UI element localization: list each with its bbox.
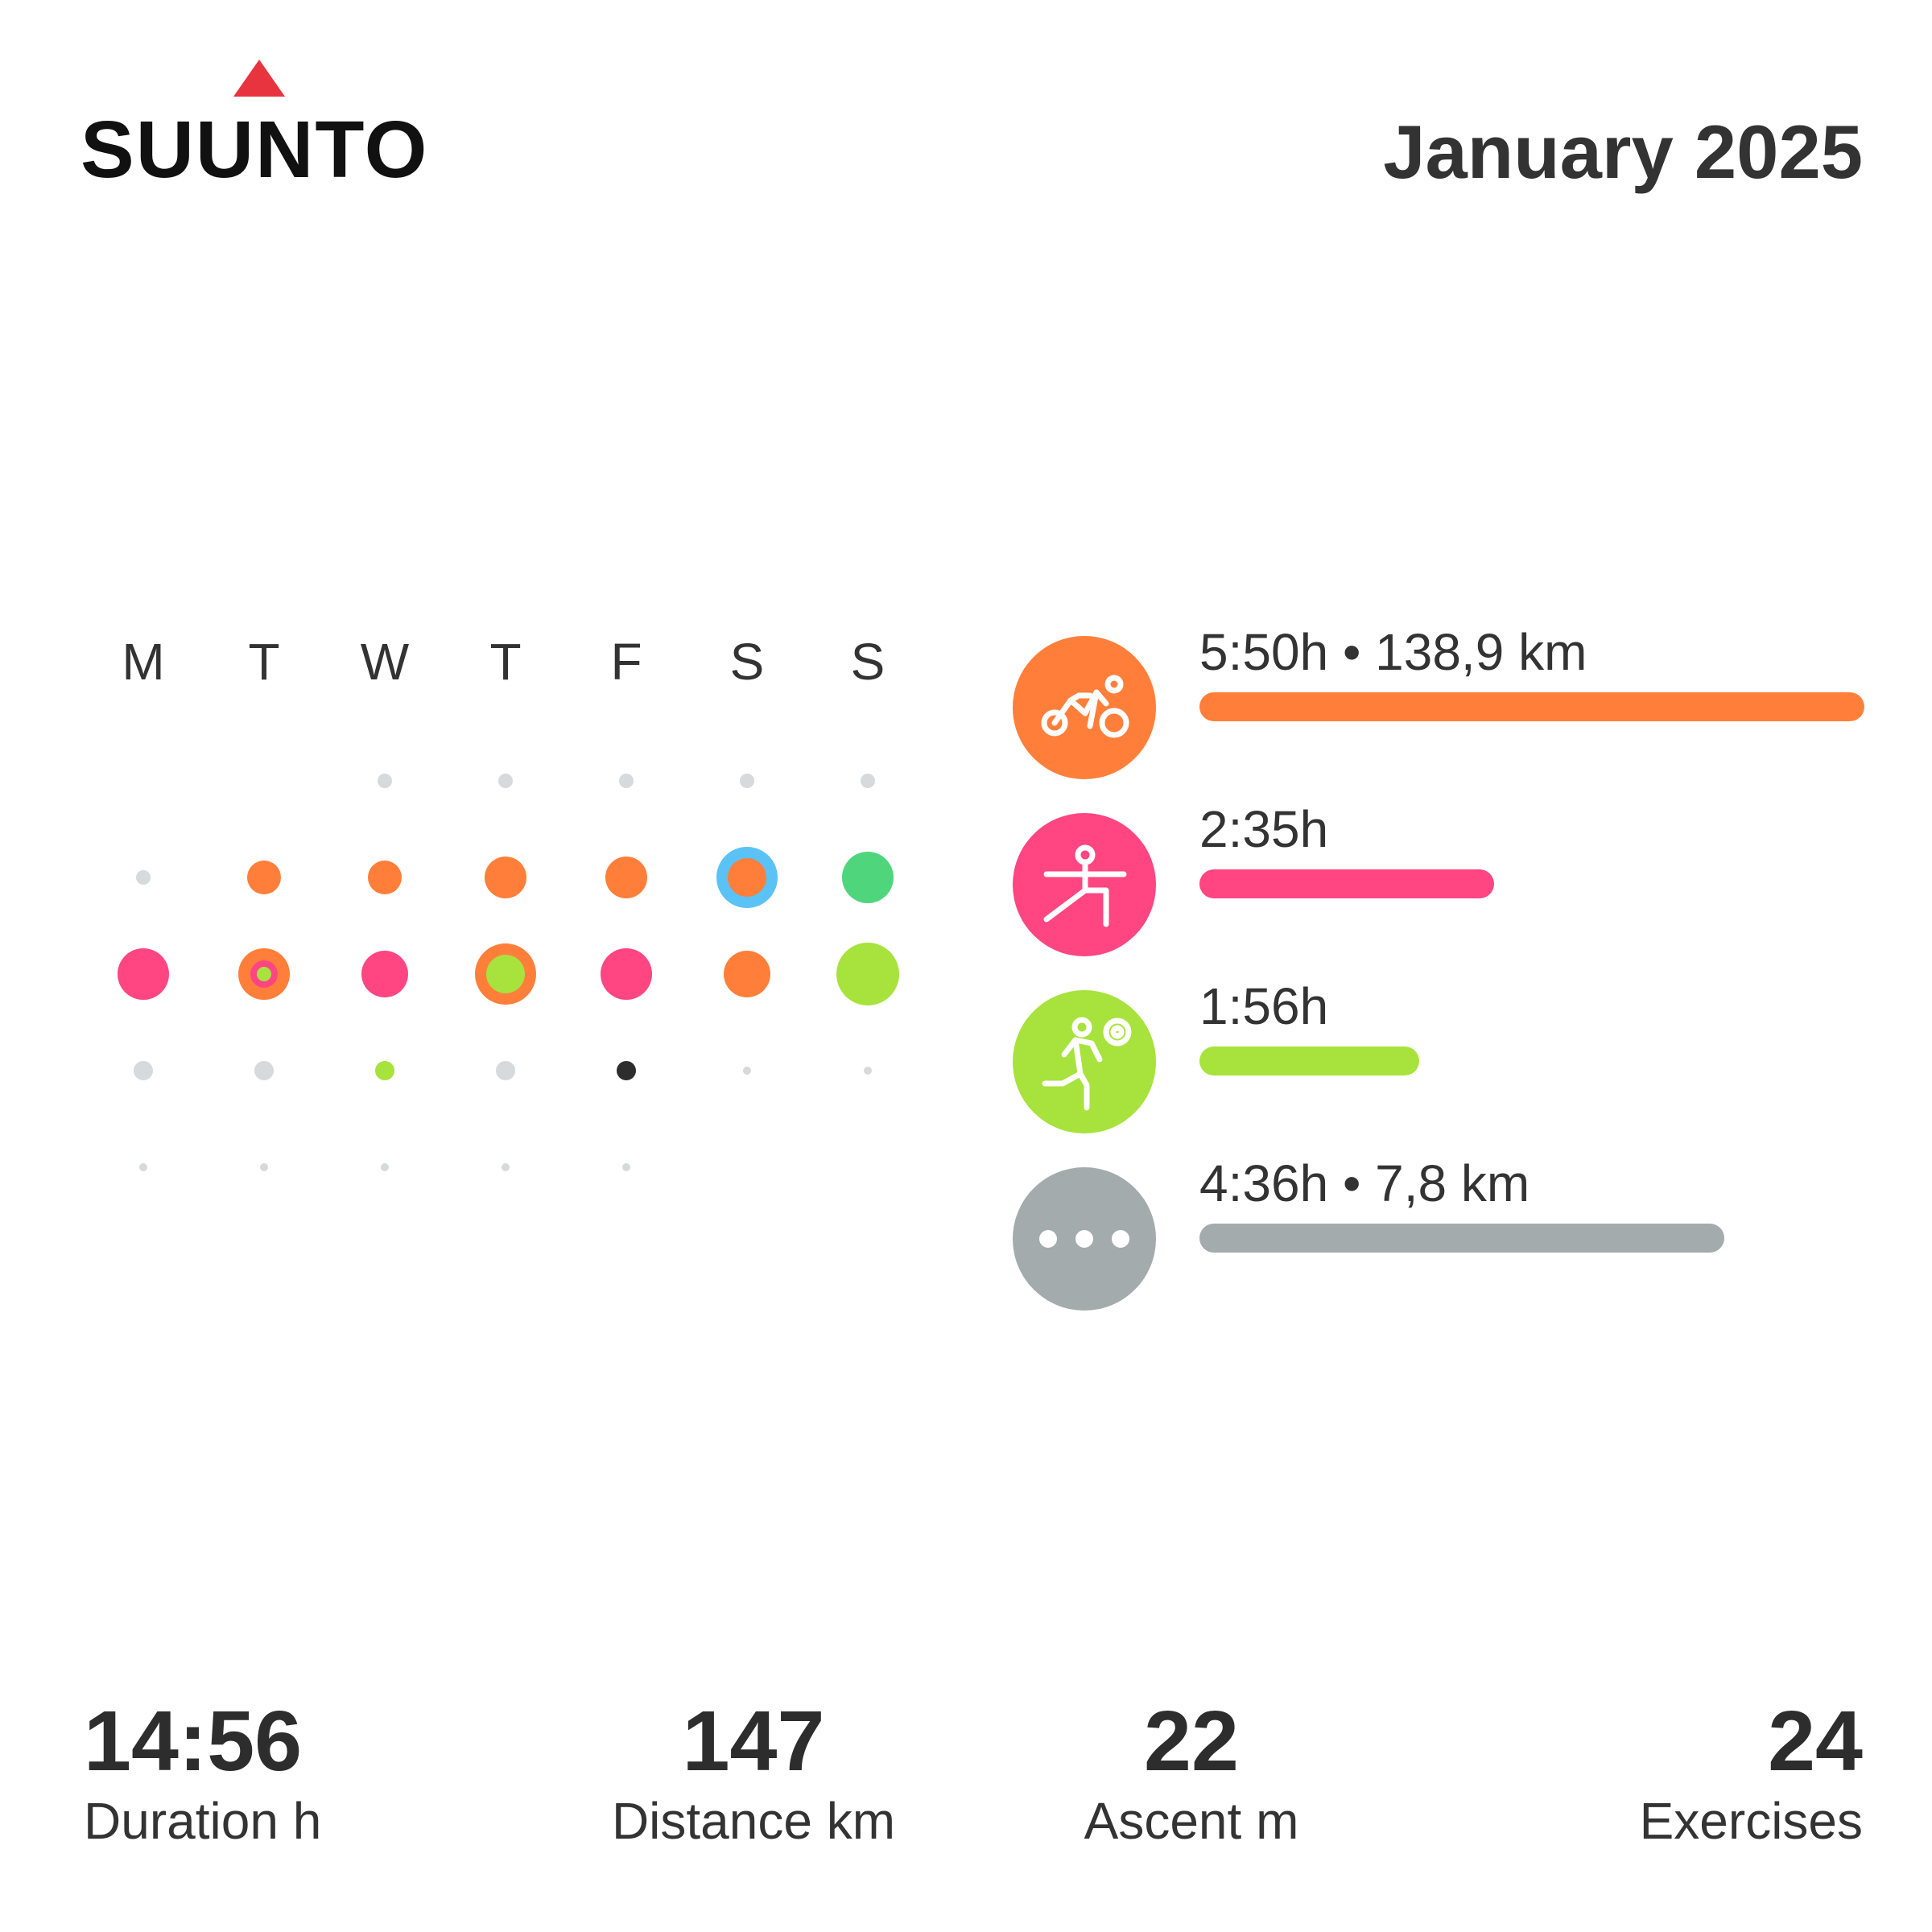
day-header-thu: T — [489, 633, 522, 691]
calendar-day-dot[interactable] — [475, 943, 536, 1005]
activity-label-yoga: 2:35h — [1199, 800, 1329, 858]
cycling-icon — [1013, 636, 1156, 779]
activity-bar-ball-sport — [1199, 1046, 1419, 1075]
stat-distance-value: 147 — [682, 1694, 825, 1789]
calendar-day-dot[interactable] — [842, 852, 894, 903]
stat-ascent-label: Ascent m — [1084, 1792, 1299, 1850]
calendar-day-dot[interactable] — [861, 774, 875, 788]
calendar-day-dot[interactable] — [864, 1067, 872, 1075]
stat-exercises-value: 24 — [1768, 1694, 1863, 1789]
stat-ascent-value: 22 — [1144, 1694, 1239, 1789]
day-header-sun: S — [850, 633, 886, 691]
calendar-day-dot[interactable] — [136, 870, 151, 885]
page-title: January 2025 — [1383, 109, 1863, 194]
stat-exercises-label: Exercises — [1639, 1792, 1863, 1850]
suunto-logo: SUUNTO — [80, 60, 443, 196]
calendar-day-dot[interactable] — [740, 774, 754, 788]
stat-exercises: 24 Exercises — [1640, 1699, 1863, 1847]
calendar-day-dot-inner — [250, 960, 278, 988]
activity-label-ball-sport: 1:56h — [1199, 977, 1329, 1035]
calendar-day-dot[interactable] — [716, 847, 778, 908]
activity-bar-yoga — [1199, 869, 1494, 898]
calendar-day-dot[interactable] — [836, 943, 899, 1005]
calendar-day-dot[interactable] — [485, 857, 526, 898]
calendar-day-dot[interactable] — [254, 1061, 274, 1080]
calendar-day-dot[interactable] — [378, 774, 392, 788]
day-header-tue: T — [248, 633, 280, 691]
activity-bar-other — [1199, 1224, 1724, 1253]
calendar-day-dot[interactable] — [375, 1061, 394, 1080]
calendar-day-dot[interactable] — [368, 861, 402, 894]
calendar-day-dot[interactable] — [617, 1061, 636, 1080]
calendar-day-dot[interactable] — [238, 948, 290, 1000]
day-header-sat: S — [729, 633, 765, 691]
calendar-day-dot[interactable] — [118, 948, 169, 1000]
month-calendar: M T W T F S S — [95, 636, 900, 1199]
day-header-wed: W — [360, 633, 410, 691]
stat-distance-label: Distance km — [611, 1792, 896, 1850]
calendar-day-dot[interactable] — [622, 1163, 630, 1171]
logo-triangle-icon — [233, 60, 285, 97]
day-header-mon: M — [122, 633, 165, 691]
calendar-day-dot[interactable] — [381, 1163, 389, 1171]
stat-duration: 14:56 Duration h — [84, 1699, 321, 1847]
activity-badge-ball-sport[interactable] — [1013, 990, 1156, 1133]
calendar-day-dot[interactable] — [601, 948, 652, 1000]
calendar-day-dot-core — [257, 967, 271, 981]
more-icon — [1013, 1167, 1156, 1311]
activity-summary: 5:50h • 138,9 km 2:35h — [1013, 0, 1866, 1368]
calendar-day-dot-inner — [728, 858, 766, 897]
calendar-day-dot[interactable] — [743, 1067, 751, 1075]
activity-label-other: 4:36h • 7,8 km — [1199, 1154, 1530, 1212]
calendar-day-dot-inner — [486, 955, 525, 993]
calendar-day-dot[interactable] — [361, 951, 408, 997]
calendar-day-dot[interactable] — [260, 1163, 268, 1171]
calendar-day-dot[interactable] — [619, 774, 634, 788]
calendar-day-dot[interactable] — [502, 1163, 510, 1171]
yoga-icon — [1013, 813, 1156, 956]
stat-distance: 147 Distance km — [584, 1699, 923, 1847]
day-header-fri: F — [610, 633, 642, 691]
activity-badge-other[interactable] — [1013, 1167, 1156, 1311]
activity-badge-cycling[interactable] — [1013, 636, 1156, 779]
brand-name: SUUNTO — [80, 105, 429, 195]
calendar-day-dot[interactable] — [498, 774, 513, 788]
stat-ascent: 22 Ascent m — [1038, 1699, 1344, 1847]
calendar-day-dot[interactable] — [134, 1061, 153, 1080]
activity-label-cycling: 5:50h • 138,9 km — [1199, 623, 1587, 681]
calendar-day-dot[interactable] — [724, 951, 770, 997]
calendar-day-dot[interactable] — [496, 1061, 515, 1080]
activity-bar-cycling — [1199, 692, 1864, 721]
stat-duration-value: 14:56 — [84, 1694, 303, 1789]
calendar-day-dot[interactable] — [605, 857, 647, 898]
calendar-day-dot[interactable] — [247, 861, 281, 894]
stat-duration-label: Duration h — [84, 1792, 322, 1850]
activity-badge-yoga[interactable] — [1013, 813, 1156, 956]
calendar-day-dot[interactable] — [139, 1163, 147, 1171]
ball-sport-icon — [1013, 990, 1156, 1133]
